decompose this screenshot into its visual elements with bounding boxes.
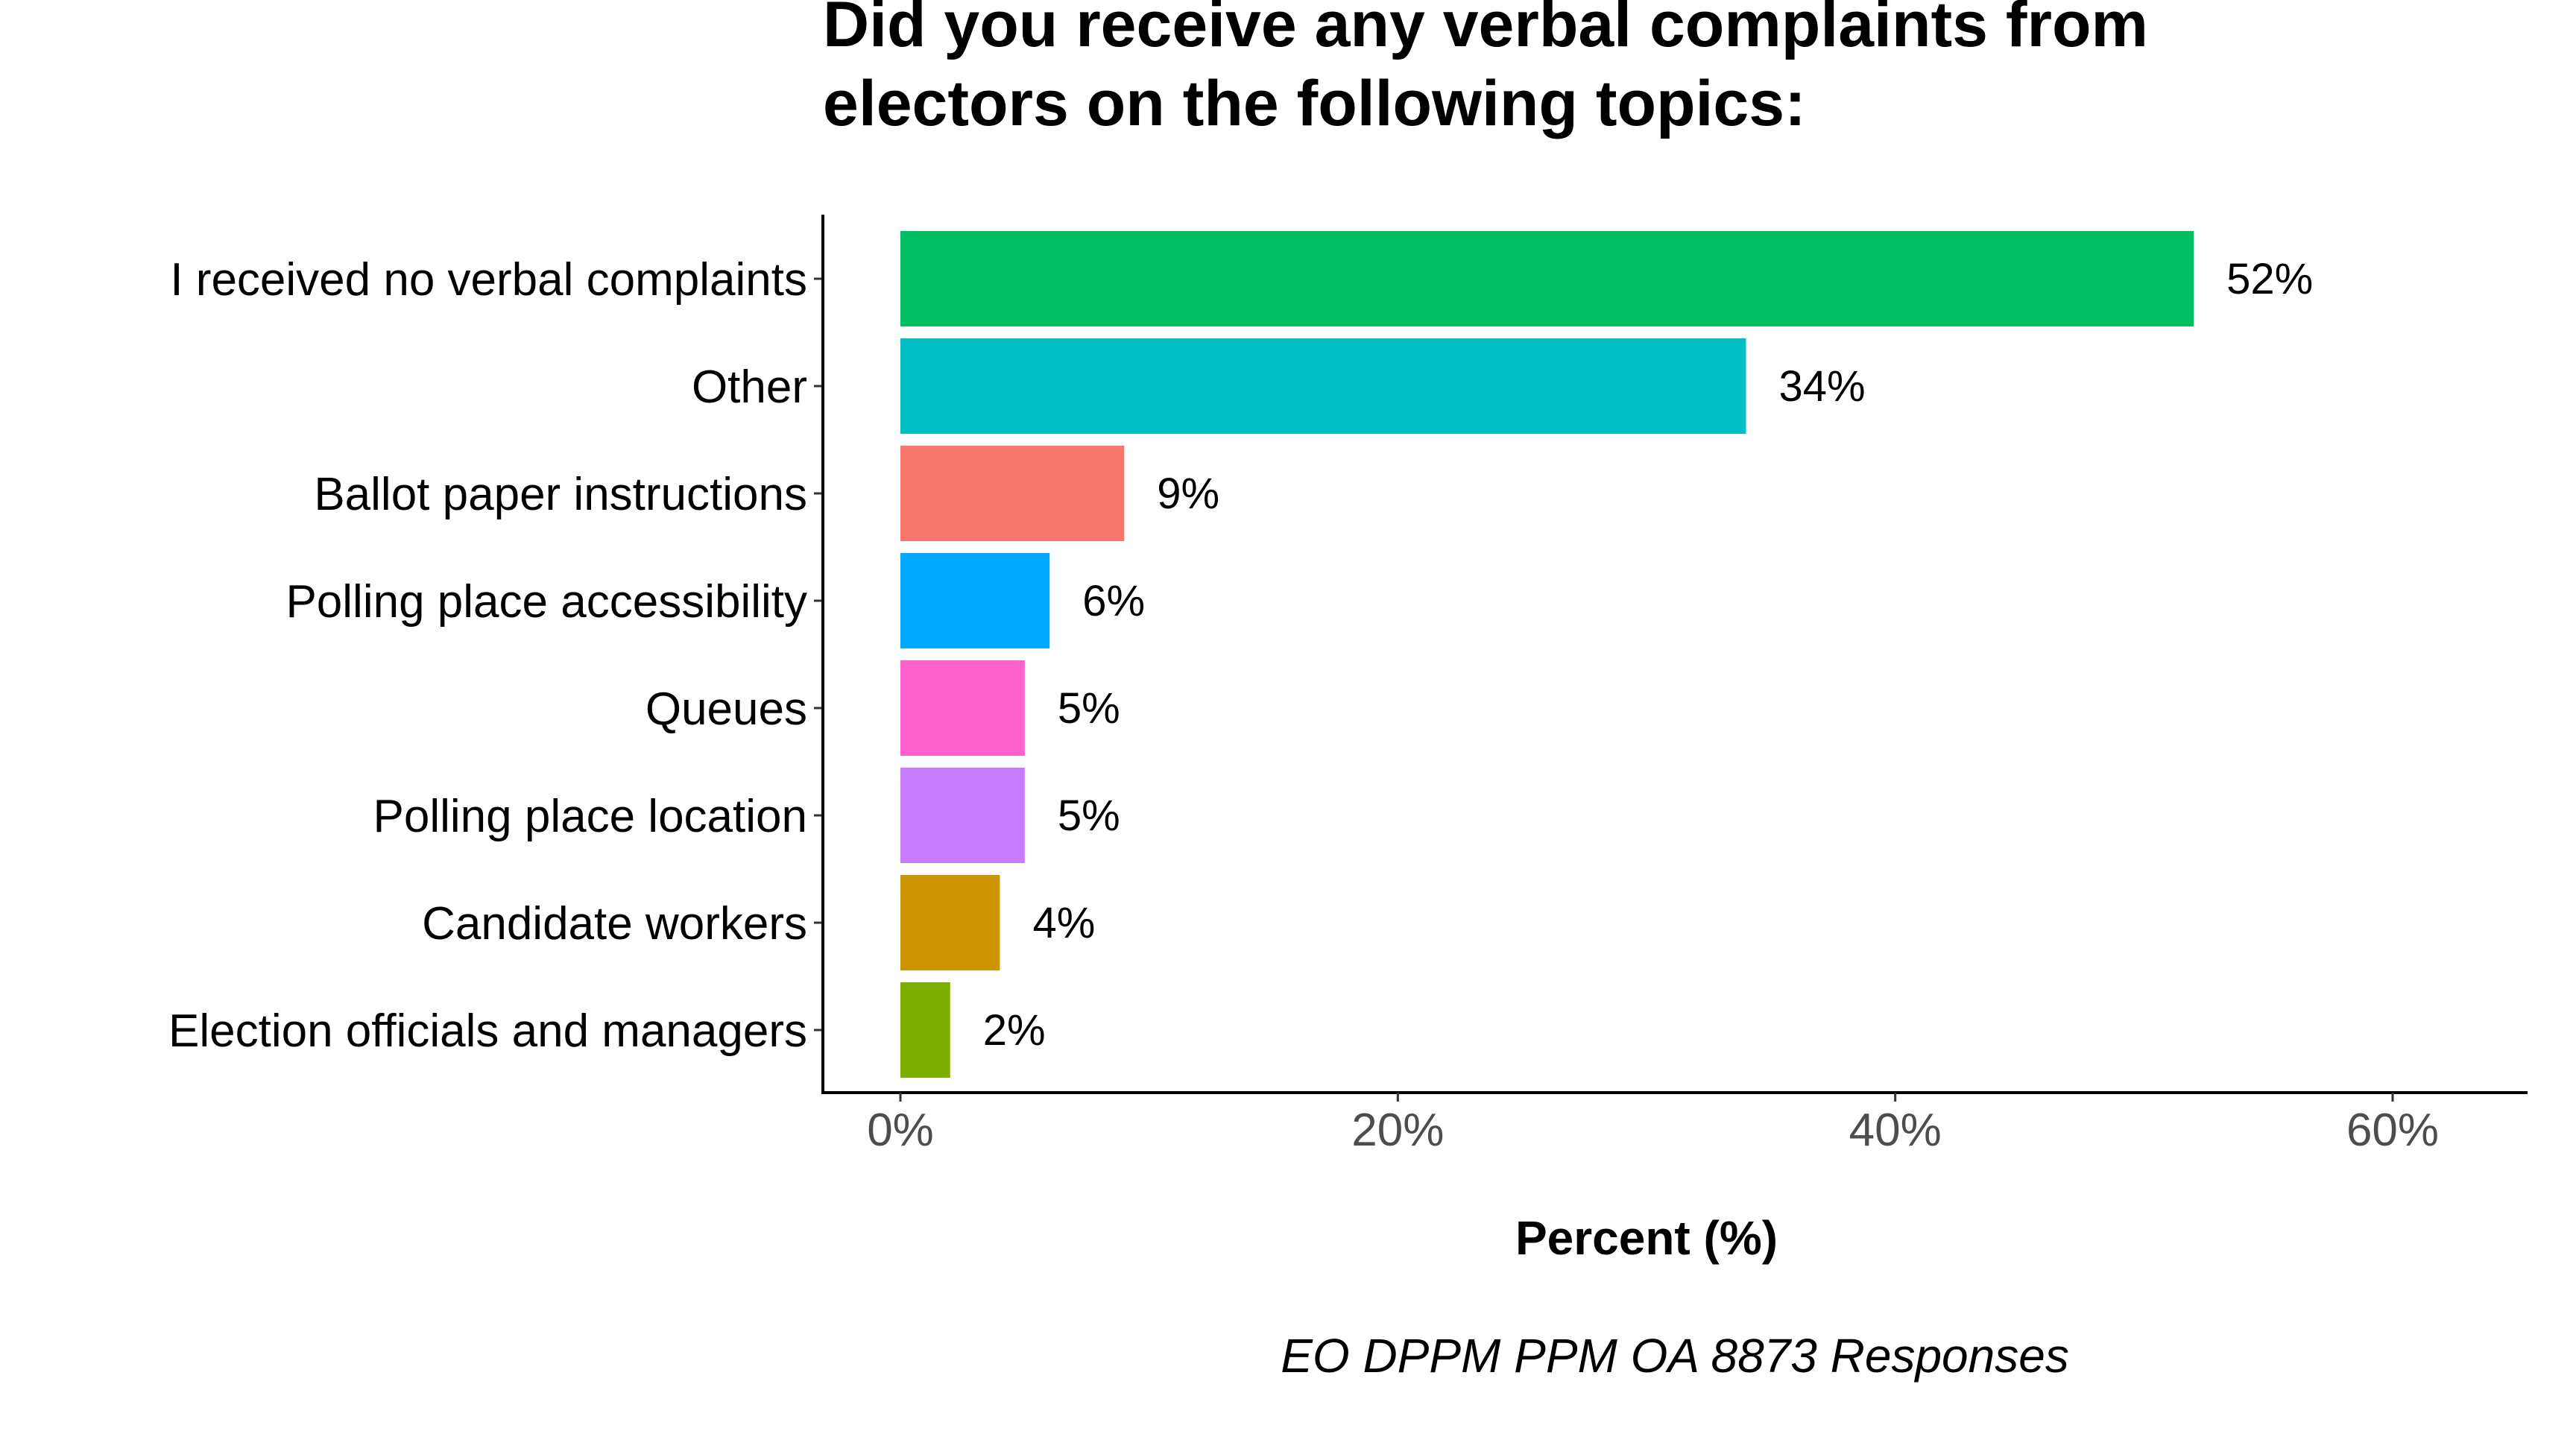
- bar-6: [900, 875, 1000, 970]
- y-tick-label-1: Other: [692, 361, 807, 413]
- value-label-3: 6%: [1082, 577, 1145, 625]
- x-tick-label-1: 20%: [1351, 1105, 1444, 1156]
- chart-title-line-1: Did you receive any verbal complaints fr…: [823, 0, 2148, 60]
- bar-4: [900, 660, 1025, 756]
- plot-area: 52% I received no verbal complaints 34% Oth…: [168, 215, 2528, 1156]
- chart-title: Did you receive any verbal complaints fr…: [823, 0, 2148, 139]
- bar-5: [900, 768, 1025, 863]
- y-tick-label-0: I received no verbal complaints: [170, 254, 807, 306]
- chart-title-line-2: electors on the following topics:: [823, 68, 1806, 139]
- bar-0: [900, 231, 2194, 326]
- y-tick-label-4: Queues: [645, 683, 807, 735]
- y-tick-label-6: Candidate workers: [422, 898, 807, 950]
- y-tick-label-5: Polling place location: [373, 791, 808, 842]
- y-tick-label-3: Polling place accessibility: [285, 576, 807, 628]
- x-axis-title: Percent (%): [1515, 1211, 1778, 1265]
- bar-7: [900, 982, 950, 1078]
- bar-1: [900, 338, 1746, 434]
- value-label-2: 9%: [1157, 470, 1219, 518]
- bar-3: [900, 553, 1050, 648]
- x-tick-label-2: 40%: [1849, 1105, 1942, 1156]
- value-label-0: 52%: [2226, 255, 2313, 303]
- x-tick-label-3: 60%: [2346, 1105, 2439, 1156]
- value-label-1: 34%: [1778, 362, 1865, 411]
- y-tick-label-2: Ballot paper instructions: [314, 469, 807, 520]
- value-label-4: 5%: [1058, 684, 1120, 733]
- bar-2: [900, 446, 1125, 541]
- value-label-6: 4%: [1032, 899, 1095, 947]
- value-label-7: 2%: [983, 1006, 1046, 1055]
- value-label-5: 5%: [1058, 792, 1120, 840]
- x-tick-label-0: 0%: [867, 1105, 934, 1156]
- y-tick-label-7: Election officials and managers: [168, 1005, 807, 1057]
- chart-caption: EO DPPM PPM OA 8873 Responses: [1281, 1329, 2069, 1383]
